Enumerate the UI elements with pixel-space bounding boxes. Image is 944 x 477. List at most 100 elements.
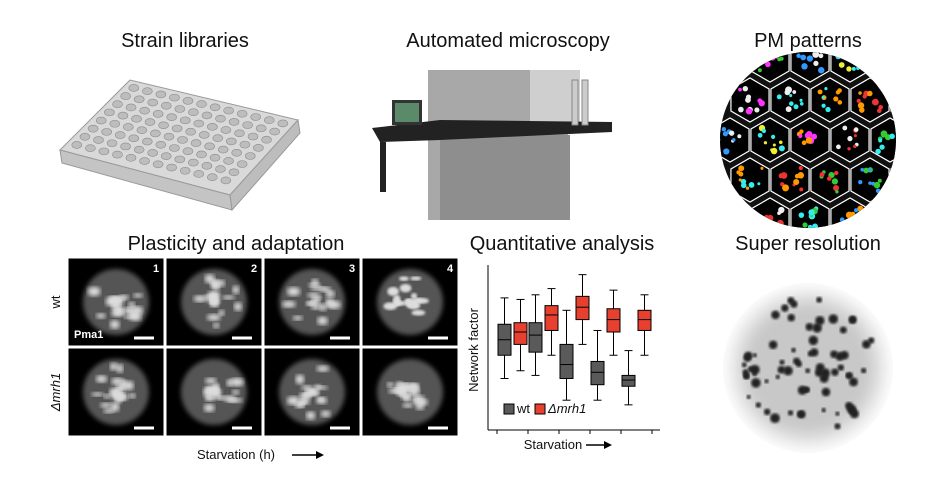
well — [152, 160, 164, 169]
section-title: Automated microscopy — [406, 30, 609, 52]
molecule — [763, 408, 771, 416]
pma1-domain — [281, 300, 296, 308]
well — [215, 165, 226, 173]
well — [133, 145, 145, 154]
pma1-domain — [128, 393, 136, 399]
pattern-dot — [881, 211, 886, 217]
pattern-dot — [899, 217, 903, 221]
pattern-dot — [806, 130, 813, 138]
pattern-dot — [778, 145, 785, 152]
pattern-dot — [765, 61, 771, 68]
pattern-dot — [818, 67, 825, 74]
pma1-domain — [319, 303, 327, 311]
pattern-dot — [794, 173, 800, 179]
pattern-dot — [856, 66, 860, 71]
pattern-dot — [769, 221, 775, 226]
pma1-domain — [100, 402, 113, 408]
boxplot: wt Δmrh1 — [487, 265, 660, 434]
well — [196, 100, 207, 108]
well — [171, 124, 183, 133]
pma1-domain — [327, 300, 341, 310]
panel-number: 2 — [251, 263, 257, 275]
pattern-dot — [845, 211, 853, 219]
well — [244, 152, 256, 160]
pattern-dot — [892, 52, 896, 60]
pattern-dot — [882, 220, 888, 226]
pattern-dot — [720, 55, 726, 61]
well — [144, 118, 156, 126]
pattern-dot — [772, 143, 776, 147]
well — [179, 166, 191, 175]
well — [201, 111, 213, 120]
pattern-dot — [778, 210, 782, 214]
molecule — [777, 365, 786, 374]
pattern-dot — [800, 54, 807, 61]
pattern-dot — [812, 52, 820, 58]
well — [207, 123, 218, 131]
pattern-dot — [728, 59, 732, 64]
pma1-domain — [387, 286, 399, 296]
pattern-dot — [898, 94, 905, 101]
molecule — [787, 313, 796, 322]
pma1-domain — [231, 389, 240, 395]
y-axis-label: Network factor — [466, 307, 481, 391]
molecule — [834, 423, 841, 430]
pattern-dot — [846, 66, 852, 72]
pattern-dot — [857, 102, 865, 109]
pma1-domain — [96, 313, 106, 319]
pattern-dot — [720, 224, 725, 228]
pattern-dot — [920, 173, 923, 176]
pma1-domain — [110, 402, 120, 412]
pattern-dot — [802, 222, 808, 228]
molecule — [783, 366, 793, 376]
pattern-dot — [772, 52, 776, 57]
pattern-dot — [878, 57, 883, 62]
super-resolution-image — [723, 283, 893, 453]
pma1-domain — [103, 393, 110, 399]
well — [193, 170, 205, 178]
molecule — [849, 409, 860, 419]
well — [204, 142, 215, 151]
legend-label: wt — [516, 401, 530, 416]
pma1-domain — [95, 375, 108, 383]
pma1-domain — [116, 364, 124, 373]
pattern-dot — [905, 186, 911, 192]
box — [544, 305, 559, 331]
well — [166, 113, 178, 121]
pattern-dot — [858, 179, 863, 185]
legend-swatch — [503, 403, 515, 415]
molecule — [828, 314, 839, 324]
pma1-domain — [325, 290, 335, 298]
pattern-dot — [738, 171, 744, 177]
well — [112, 100, 123, 109]
pattern-dot — [813, 60, 819, 66]
pattern-dot — [769, 54, 776, 61]
pattern-dot — [879, 52, 883, 54]
well — [220, 176, 232, 185]
pattern-dot — [767, 214, 774, 222]
hexagon — [720, 52, 750, 83]
pattern-dot — [833, 185, 839, 192]
pma1-domain — [124, 314, 133, 320]
arrow-head — [604, 441, 612, 449]
well — [174, 155, 186, 164]
pattern-dot — [898, 216, 905, 223]
pma1-domain — [311, 278, 319, 286]
well — [228, 118, 240, 126]
pma1-domain — [408, 301, 421, 310]
pma1-domain — [218, 309, 225, 316]
molecule — [845, 372, 854, 380]
well — [150, 129, 161, 138]
pma1-domain — [226, 379, 233, 387]
hexagon — [890, 157, 896, 203]
pattern-dot — [769, 54, 773, 58]
pattern-dot — [818, 53, 824, 59]
pattern-dot — [724, 52, 731, 58]
molecule — [764, 379, 769, 384]
pattern-dot — [819, 172, 825, 178]
pattern-dot — [913, 187, 919, 193]
well — [123, 123, 134, 131]
pattern-dot — [720, 223, 723, 228]
well — [166, 163, 177, 172]
pma1-domain — [383, 302, 398, 310]
